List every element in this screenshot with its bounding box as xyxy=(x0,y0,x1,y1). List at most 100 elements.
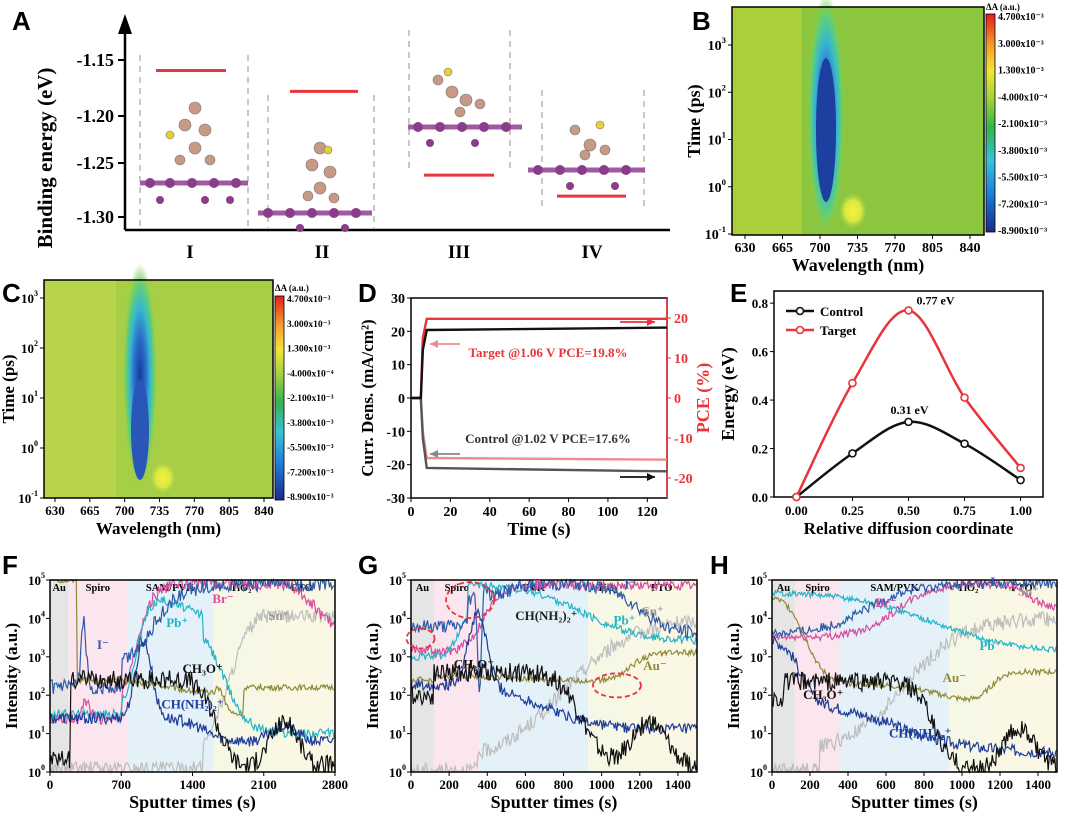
y-tick-label: 103 xyxy=(21,289,38,306)
region-band xyxy=(986,580,1057,772)
curve-lightgray xyxy=(49,608,335,775)
y-tick-label: -20 xyxy=(386,459,405,474)
x-tick-label: 0.75 xyxy=(953,503,976,518)
y2-tick-label: 10 xyxy=(674,352,688,367)
heatmap-b-axes: 630 665 700 735 770 805 840 103 102 101 100 10-1 Wav… xyxy=(684,35,981,276)
region-label: Spiro xyxy=(805,583,829,594)
species-label: Pb⁺ xyxy=(979,638,1001,653)
y-tick-label: 10-1 xyxy=(705,224,726,243)
x-tick-label: 1200 xyxy=(987,777,1013,792)
y-tick-label: 102 xyxy=(389,686,406,703)
data-point xyxy=(960,439,969,448)
y2-tick-label: -20 xyxy=(674,472,693,487)
curve-blue xyxy=(410,577,698,693)
x-axis-label: Sputter times (s) xyxy=(491,792,618,813)
a-xtick: II xyxy=(315,242,330,263)
y-axis-label: Time (ps) xyxy=(0,354,18,423)
y-tick-label: 0.2 xyxy=(752,442,768,457)
y-tick-label: 100 xyxy=(21,439,38,456)
a-ytick: -1.25 xyxy=(77,153,115,173)
plot-frame xyxy=(771,579,1058,773)
heatmap-c-axes: 630 665 700 735 770 805 840 103 102 101 100 10-1 Wav… xyxy=(0,289,274,538)
curve-magenta xyxy=(771,578,1058,643)
y2-tick-label: -10 xyxy=(674,432,693,447)
colorbar-label: 4.700x10⁻³ xyxy=(998,12,1044,23)
x-tick-label: 40 xyxy=(483,505,497,520)
y-tick-label: 103 xyxy=(708,35,727,54)
species-label: Sn⁺ xyxy=(1018,583,1039,598)
species-label: Au⁻ xyxy=(943,670,966,685)
y-tick-label: 100 xyxy=(389,763,406,780)
species-label: Sn⁺ xyxy=(268,608,289,623)
panel-label-a: A xyxy=(12,6,31,36)
x-tick-label: 770 xyxy=(885,241,906,256)
x-tick-label: 700 xyxy=(810,241,831,256)
y-tick-label: 103 xyxy=(389,648,406,665)
a-ytick: -1.15 xyxy=(77,50,115,70)
a-xtick: III xyxy=(448,242,470,263)
y-tick-label: 20 xyxy=(391,325,405,340)
legend-marker xyxy=(795,306,805,316)
data-point xyxy=(960,393,969,402)
y-tick-label: -30 xyxy=(386,492,405,507)
panel-label-d: D xyxy=(358,278,377,308)
data-point xyxy=(1016,463,1025,473)
y-tick-label: 101 xyxy=(750,725,767,742)
annotation-target-barrier: 0.77 eV xyxy=(917,293,955,307)
curve-lightgray xyxy=(410,614,698,774)
species-label: Br⁻ xyxy=(212,591,233,606)
y-tick-label: 10 xyxy=(391,359,405,374)
x-tick-label: 600 xyxy=(516,777,536,792)
arrow-control-pce-head xyxy=(647,473,655,481)
arrow-control-current-head xyxy=(430,450,438,458)
colorbar-label: 1.300x10⁻³ xyxy=(998,66,1044,77)
x-axis-label: Sputter times (s) xyxy=(851,792,978,813)
arrow-target-current-head xyxy=(430,340,438,348)
annotation-control-barrier: 0.31 eV xyxy=(891,403,929,417)
region-label: FTO xyxy=(651,583,672,594)
region-label: Au xyxy=(416,583,430,594)
x-tick-label: 400 xyxy=(478,777,498,792)
x-axis-label: Relative diffusion coordinate xyxy=(804,519,1014,538)
y-tick-label: 101 xyxy=(708,130,726,149)
species-label: CH₃O⁺ xyxy=(182,661,222,676)
x-axis-label: Wavelength (nm) xyxy=(792,255,925,276)
x-tick-label: 840 xyxy=(960,241,981,256)
region-band xyxy=(411,580,434,772)
x-tick-label: 80 xyxy=(562,505,576,520)
x-tick-label: 0.50 xyxy=(897,503,920,518)
x-tick-label: 200 xyxy=(800,777,820,792)
species-label: CH(NH₂)₂⁺ xyxy=(889,725,951,740)
data-point xyxy=(848,378,857,388)
panel-a-axes: -1.15 -1.20 -1.25 -1.30 Binding energy (… xyxy=(33,14,670,263)
y-tick-label: 100 xyxy=(708,177,726,196)
colorbar-label: 1.300x10⁻³ xyxy=(287,345,331,355)
colorbar-label: -8.900x10⁻³ xyxy=(998,226,1047,237)
curve-cyan xyxy=(49,596,335,740)
species-label: I⁻ xyxy=(97,637,109,652)
curve-blue xyxy=(771,578,1058,639)
region-label: TiO₂ xyxy=(957,583,978,594)
colorbar-label: -3.800x10⁻³ xyxy=(287,419,334,429)
series-target-current xyxy=(411,396,668,461)
species-label: Br⁻ xyxy=(534,577,555,592)
x-tick-label: 20 xyxy=(443,505,457,520)
y-tick-label: 0.6 xyxy=(752,345,769,360)
species-label: Sn⁺ xyxy=(642,603,663,618)
colorbar-label: -8.900x10⁻³ xyxy=(287,493,334,503)
y-tick-label: 101 xyxy=(389,725,406,742)
curve-olive xyxy=(50,578,335,718)
y-axis-label: Intensity (a.u.) xyxy=(363,623,382,729)
a-ylabel: Binding energy (eV) xyxy=(33,68,57,249)
panel-label-h: H xyxy=(710,550,729,580)
colorbar-label: -4.000x10⁻⁴ xyxy=(287,369,334,379)
target-annotation: Target @1.06 V PCE=19.8% xyxy=(468,345,627,360)
y-axis-label: Curr. Dens. (mA/cm²) xyxy=(358,319,377,476)
data-point xyxy=(792,492,801,502)
colorbar-label: -2.100x10⁻³ xyxy=(998,119,1047,130)
region-band xyxy=(948,580,987,772)
panel-label-e: E xyxy=(730,278,747,308)
data-point xyxy=(904,417,913,427)
y2-axis-label: PCE (%) xyxy=(693,363,714,434)
